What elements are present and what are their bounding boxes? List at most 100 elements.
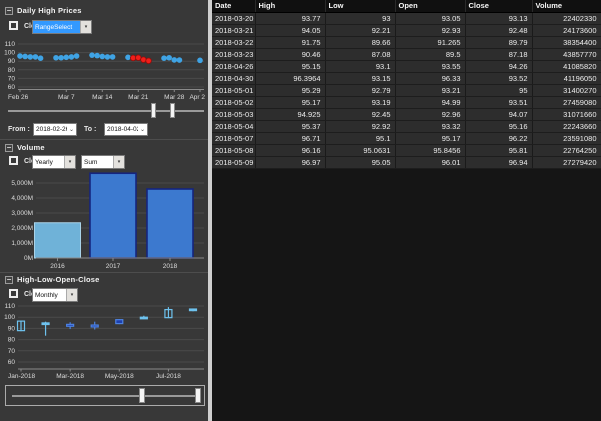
aggregate-combobox[interactable]: Sum ▾ <box>81 155 125 169</box>
table-row[interactable]: 2018-05-03 94.925 92.45 92.96 94.07 31071660 <box>212 108 601 121</box>
scatter-point[interactable] <box>17 53 23 59</box>
table-row[interactable]: 2018-04-26 95.15 93.1 93.55 94.26 41085820 <box>212 60 601 73</box>
candlestick[interactable] <box>41 321 50 336</box>
clear-checkbox[interactable] <box>9 156 18 165</box>
x-tick-label: 2018 <box>163 263 178 270</box>
collapse-toggle-icon[interactable]: − <box>5 142 13 152</box>
table-cell: 22764250 <box>532 144 601 157</box>
y-tick-label: 110 <box>5 303 16 310</box>
hloc-range-slider-handle-right[interactable] <box>195 388 202 403</box>
scatter-point[interactable] <box>68 54 75 60</box>
scatter-point[interactable] <box>89 52 95 58</box>
range-select-combobox[interactable]: RangeSelect ▾ <box>32 20 92 34</box>
hloc-period-combobox[interactable]: Monthly ▾ <box>32 288 78 302</box>
candlestick[interactable] <box>164 307 173 319</box>
table-cell: 89.5 <box>395 48 466 61</box>
candlestick[interactable] <box>66 322 75 330</box>
candlestick[interactable] <box>90 321 99 330</box>
scatter-point[interactable] <box>166 54 172 61</box>
table-row[interactable]: 2018-04-30 96.3964 93.15 96.33 93.52 41196050 <box>212 72 601 85</box>
column-header-volume[interactable]: Volume <box>532 0 601 13</box>
scatter-point[interactable] <box>58 54 64 61</box>
hloc-chart[interactable]: 110 100 90 80 70 60 Jan-2018 Mar-2018 May-2018 Ju… <box>0 301 206 384</box>
table-cell: 94.05 <box>255 24 326 37</box>
scatter-point[interactable] <box>145 57 152 65</box>
table-cell: 96.33 <box>395 72 466 85</box>
table-cell: 96.94 <box>465 156 533 169</box>
table-cell: 95.0631 <box>325 144 396 157</box>
scatter-point[interactable] <box>197 57 203 64</box>
table-cell: 95.17 <box>255 96 326 109</box>
scatter-point[interactable] <box>94 52 100 59</box>
scatter-point[interactable] <box>104 54 111 60</box>
panel-title-volume: Volume <box>17 143 45 152</box>
table-row[interactable]: 2018-03-22 91.75 89.66 91.265 89.79 38354400 <box>212 36 601 49</box>
to-date-combobox[interactable]: 2018-04-02 ⌄ <box>104 123 148 136</box>
table-cell: 2018-05-04 <box>212 120 256 133</box>
candlestick[interactable] <box>139 315 148 320</box>
y-tick-label: 100 <box>4 314 15 321</box>
table-row[interactable]: 2018-03-23 90.46 87.08 89.5 87.18 43857770 <box>212 48 601 61</box>
scatter-point[interactable] <box>73 53 80 59</box>
table-row[interactable]: 2018-05-08 96.16 95.0631 95.8456 95.81 227642… <box>212 144 601 157</box>
volume-bar[interactable] <box>146 188 194 259</box>
combo-dropdown-arrow-icon[interactable]: ▾ <box>66 289 77 301</box>
volume-bar[interactable] <box>89 172 137 259</box>
candlestick[interactable] <box>188 308 198 312</box>
table-row[interactable]: 2018-03-21 94.05 92.21 92.93 92.48 24173600 <box>212 24 601 37</box>
hloc-range-slider[interactable] <box>5 385 205 406</box>
daily-range-slider-handle-left[interactable] <box>150 103 156 118</box>
clear-checkbox[interactable] <box>9 21 18 30</box>
y-tick-label: 60 <box>8 359 16 366</box>
candlestick[interactable] <box>115 319 124 325</box>
daily-range-slider-track[interactable] <box>8 110 204 112</box>
volume-bar[interactable] <box>34 222 81 259</box>
scatter-point[interactable] <box>37 55 44 61</box>
hloc-range-slider-handle-left[interactable] <box>138 388 145 403</box>
candlestick[interactable] <box>16 320 26 332</box>
combo-dropdown-arrow-icon[interactable]: ▾ <box>80 21 91 33</box>
table-cell: 96.71 <box>255 132 326 145</box>
chevron-down-icon[interactable]: ⌄ <box>67 124 76 135</box>
collapse-toggle-icon[interactable]: − <box>5 5 13 15</box>
scatter-point[interactable] <box>32 54 39 60</box>
scatter-point[interactable] <box>27 54 34 60</box>
collapse-toggle-icon[interactable]: − <box>5 274 13 284</box>
column-header-low[interactable]: Low <box>325 0 396 13</box>
table-row[interactable]: 2018-05-04 95.37 92.92 93.32 95.16 22243660 <box>212 120 601 133</box>
scatter-point[interactable] <box>176 57 183 63</box>
scatter-point[interactable] <box>161 55 167 61</box>
scatter-point[interactable] <box>63 54 70 61</box>
combo-dropdown-arrow-icon[interactable]: ▾ <box>113 156 124 168</box>
period-value: Yearly <box>35 158 53 166</box>
column-header-open[interactable]: Open <box>395 0 466 13</box>
table-row[interactable]: 2018-03-20 93.77 93 93.05 93.13 22402330 <box>212 12 601 25</box>
x-tick-label: May-2018 <box>105 373 134 380</box>
scatter-point[interactable] <box>99 53 106 60</box>
chevron-down-icon[interactable]: ⌄ <box>138 124 147 135</box>
scatter-point[interactable] <box>140 56 147 63</box>
column-header-date[interactable]: Date <box>212 0 256 13</box>
hloc-range-slider-track[interactable] <box>12 395 200 397</box>
scatter-point[interactable] <box>171 57 178 63</box>
period-combobox[interactable]: Yearly ▾ <box>32 155 76 169</box>
table-cell: 96.22 <box>465 132 533 145</box>
daily-range-slider-handle-right[interactable] <box>170 103 176 118</box>
table-row[interactable]: 2018-05-01 95.29 92.79 93.21 95 31400270 <box>212 84 601 97</box>
table-row[interactable]: 2018-05-02 95.17 93.19 94.99 93.51 27459080 <box>212 96 601 109</box>
volume-chart[interactable]: 0M 1,000M 2,000M 3,000M 4,000M 5,000M 2016 2017… <box>0 171 206 272</box>
pane-splitter[interactable] <box>208 0 212 421</box>
column-header-close[interactable]: Close <box>465 0 533 13</box>
scatter-point[interactable] <box>53 54 59 61</box>
scatter-point[interactable] <box>125 54 131 61</box>
table-row[interactable]: 2018-05-07 96.71 95.1 95.17 96.22 23591080 <box>212 132 601 145</box>
scatter-point[interactable] <box>22 53 28 60</box>
column-header-high[interactable]: High <box>255 0 326 13</box>
combo-dropdown-arrow-icon[interactable]: ▾ <box>64 156 75 168</box>
table-row[interactable]: 2018-05-09 96.97 95.05 96.01 96.94 27279420 <box>212 156 601 169</box>
x-tick-label: Feb 26 <box>8 94 29 101</box>
from-date-combobox[interactable]: 2018-02-26 ⌄ <box>33 123 77 136</box>
clear-checkbox[interactable] <box>9 289 18 298</box>
scatter-point[interactable] <box>109 54 116 60</box>
